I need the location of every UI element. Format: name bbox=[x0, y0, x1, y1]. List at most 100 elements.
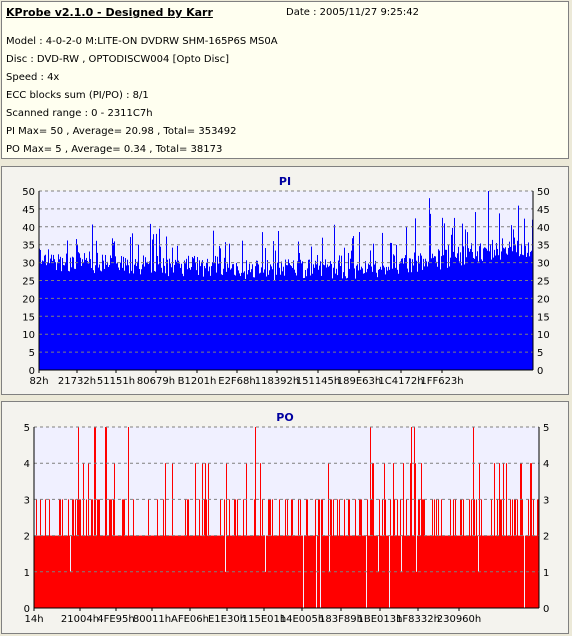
bar bbox=[170, 535, 171, 608]
bar bbox=[450, 257, 451, 370]
bar bbox=[339, 255, 340, 370]
bar bbox=[315, 260, 316, 370]
bar bbox=[95, 265, 96, 370]
bar bbox=[368, 263, 369, 370]
bar bbox=[399, 535, 400, 608]
bar bbox=[161, 267, 162, 370]
bar bbox=[393, 463, 394, 608]
bar bbox=[255, 427, 256, 608]
bar bbox=[283, 535, 284, 608]
bar bbox=[177, 245, 178, 370]
bar bbox=[463, 246, 464, 370]
bar bbox=[387, 270, 388, 370]
bar bbox=[156, 233, 157, 370]
bar bbox=[237, 266, 238, 370]
bar bbox=[63, 535, 64, 608]
bar bbox=[53, 254, 54, 370]
bar bbox=[39, 535, 40, 608]
bar bbox=[417, 271, 418, 370]
bar bbox=[50, 258, 51, 370]
bar bbox=[262, 232, 263, 370]
bar bbox=[104, 535, 105, 608]
bar bbox=[164, 535, 165, 608]
bar bbox=[348, 499, 349, 608]
bar bbox=[181, 535, 182, 608]
bar bbox=[342, 278, 343, 370]
bar bbox=[313, 264, 314, 370]
bar bbox=[296, 275, 297, 370]
pi-summary-line: PI Max= 50 , Average= 20.98 , Total= 353… bbox=[6, 126, 237, 137]
bar bbox=[434, 256, 435, 370]
bar bbox=[337, 275, 338, 370]
bar bbox=[378, 269, 379, 370]
bar bbox=[355, 499, 356, 608]
bar bbox=[257, 260, 258, 370]
bar bbox=[453, 251, 454, 370]
bar bbox=[174, 264, 175, 370]
bar bbox=[268, 274, 269, 370]
bar bbox=[424, 499, 425, 608]
bar bbox=[460, 499, 461, 608]
bar bbox=[276, 274, 277, 370]
bar bbox=[415, 463, 416, 608]
bar bbox=[60, 256, 61, 370]
bar bbox=[473, 427, 474, 608]
bar bbox=[46, 265, 47, 370]
bar bbox=[509, 241, 510, 370]
bar bbox=[530, 463, 531, 608]
bar bbox=[40, 499, 41, 608]
bar bbox=[386, 266, 387, 370]
bar bbox=[246, 260, 247, 370]
bar bbox=[523, 255, 524, 370]
bar bbox=[343, 535, 344, 608]
bar bbox=[304, 277, 305, 370]
bar bbox=[438, 499, 439, 608]
bar bbox=[135, 535, 136, 608]
bar bbox=[446, 249, 447, 370]
bar bbox=[187, 499, 188, 608]
bar bbox=[154, 270, 155, 370]
bar bbox=[243, 272, 244, 370]
bar bbox=[300, 259, 301, 370]
bar bbox=[432, 499, 433, 608]
bar bbox=[256, 260, 257, 370]
bar bbox=[424, 266, 425, 370]
bar bbox=[430, 213, 431, 370]
bar bbox=[106, 264, 107, 370]
bar bbox=[74, 268, 75, 370]
bar bbox=[80, 257, 81, 370]
bar bbox=[398, 273, 399, 370]
bar bbox=[283, 266, 284, 370]
bar bbox=[417, 535, 418, 608]
bar bbox=[90, 259, 91, 370]
bar bbox=[464, 264, 465, 370]
bar bbox=[410, 258, 411, 370]
bar bbox=[413, 265, 414, 370]
bar bbox=[167, 259, 168, 370]
bar bbox=[529, 256, 530, 370]
bar bbox=[221, 274, 222, 370]
bar bbox=[285, 259, 286, 370]
bar bbox=[353, 236, 354, 370]
bar bbox=[132, 233, 133, 370]
bar bbox=[356, 535, 357, 608]
bar bbox=[235, 499, 236, 608]
bar bbox=[467, 232, 468, 370]
bar bbox=[206, 262, 207, 370]
bar bbox=[515, 499, 516, 608]
bar bbox=[367, 268, 368, 370]
bar bbox=[158, 535, 159, 608]
bar bbox=[461, 499, 462, 608]
po-chart-panel: PO 0 0 1 1 2 2 3 3 4 4 5 5 14h 21004h 4FE95h 80011h AFE0… bbox=[1, 401, 569, 634]
bar bbox=[277, 535, 278, 608]
bar bbox=[163, 499, 164, 608]
bar bbox=[505, 247, 506, 370]
bar bbox=[169, 258, 170, 370]
bar bbox=[316, 264, 317, 370]
bar bbox=[301, 263, 302, 370]
bar bbox=[266, 276, 267, 370]
bar bbox=[45, 499, 46, 608]
bar bbox=[254, 277, 255, 370]
bar bbox=[384, 267, 385, 370]
bar bbox=[146, 262, 147, 370]
